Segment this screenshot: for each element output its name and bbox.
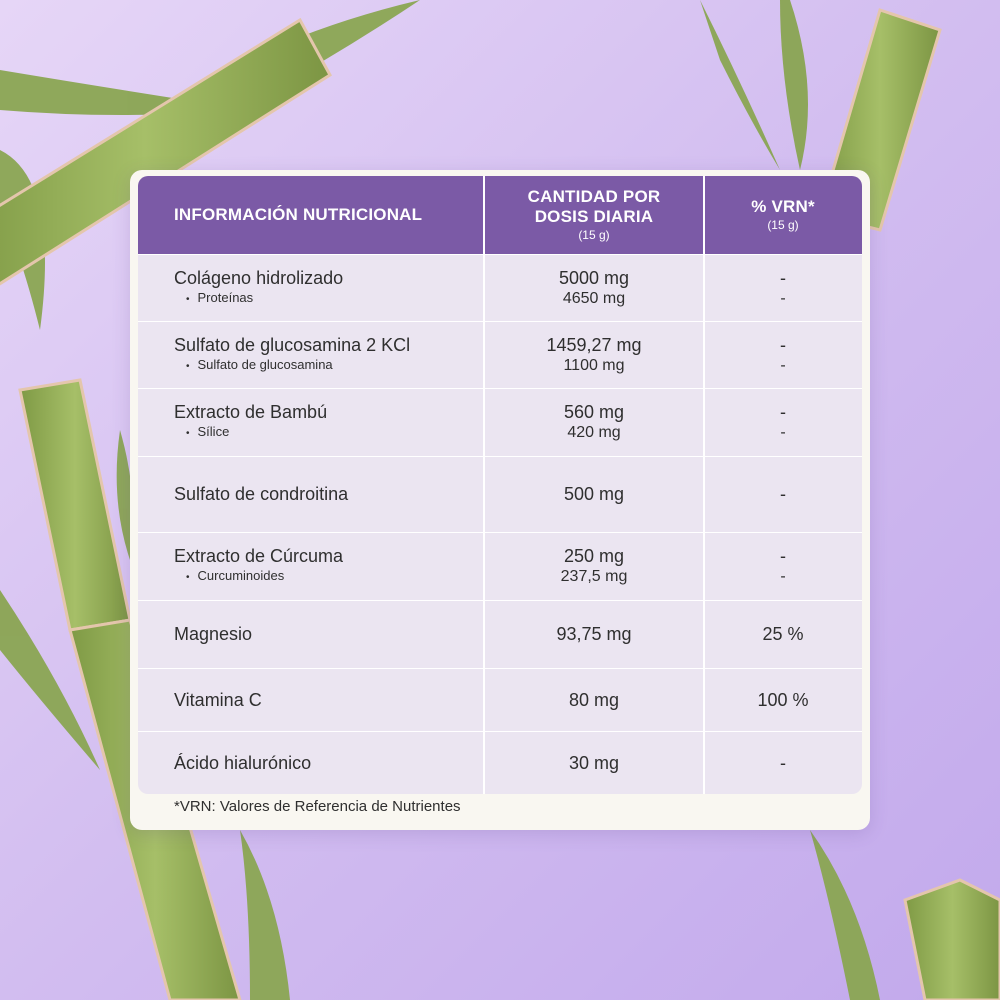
nutrient-name: Magnesio (174, 624, 253, 644)
vrn-value: 100 % (757, 689, 809, 710)
amount-cell: 1459,27 mg 1100 mg (484, 322, 704, 388)
sub-amount-value: 4650 mg (562, 289, 626, 307)
header-vrn: % VRN* (15 g) (704, 176, 862, 254)
vrn-value: - (780, 402, 786, 422)
nutrient-subname: Curcuminoides (174, 567, 484, 587)
nutrient-name: Colágeno hidrolizado (174, 267, 344, 288)
sub-vrn-value: - (780, 424, 786, 441)
vrn-cell: - (704, 732, 862, 794)
vrn-value: - (780, 267, 786, 288)
header-divider (703, 176, 705, 254)
nutrient-name: Extracto de Cúrcuma (174, 546, 344, 566)
header-divider (483, 176, 485, 254)
header-col3-sub: (15 g) (767, 218, 799, 232)
amount-value: 93,75 mg (556, 624, 632, 644)
amount-value: 250 mg (563, 546, 625, 566)
vrn-cell: - - (704, 322, 862, 388)
table-header: INFORMACIÓN NUTRICIONAL CANTIDAD POR DOS… (138, 176, 862, 254)
vrn-value: - (780, 546, 786, 566)
column-divider (703, 254, 705, 794)
vrn-value: - (780, 484, 786, 504)
column-divider (483, 254, 485, 794)
nutrient-name: Vitamina C (174, 689, 262, 710)
header-amount: CANTIDAD POR DOSIS DIARIA (15 g) (484, 176, 704, 254)
nutrient-cell: Magnesio (138, 601, 484, 668)
amount-value: 5000 mg (558, 267, 630, 288)
nutrient-name: Sulfato de condroitina (174, 484, 349, 504)
nutrient-name: Sulfato de glucosamina 2 KCl (174, 334, 411, 355)
nutrient-cell: Sulfato de glucosamina 2 KCl Sulfato de … (138, 322, 484, 388)
table-row: Ácido hialurónico 30 mg - (138, 731, 862, 794)
header-nutrition-info: INFORMACIÓN NUTRICIONAL (138, 176, 484, 254)
vrn-value: 25 % (762, 624, 804, 644)
table-row: Sulfato de glucosamina 2 KCl Sulfato de … (138, 321, 862, 388)
amount-value: 560 mg (563, 402, 625, 422)
table-row: Vitamina C 80 mg 100 % (138, 668, 862, 731)
header-col1-title: INFORMACIÓN NUTRICIONAL (174, 205, 423, 224)
amount-cell: 80 mg (484, 669, 704, 731)
nutrient-cell: Sulfato de condroitina (138, 457, 484, 532)
table-row: Extracto de Cúrcuma Curcuminoides 250 mg… (138, 532, 862, 600)
nutrient-cell: Vitamina C (138, 669, 484, 731)
vrn-footnote: *VRN: Valores de Referencia de Nutriente… (174, 798, 461, 815)
table-body: Colágeno hidrolizado Proteínas 5000 mg 4… (138, 254, 862, 794)
nutrient-cell: Extracto de Cúrcuma Curcuminoides (138, 533, 484, 600)
sub-amount-value: 420 mg (567, 424, 621, 441)
header-col3-title: % VRN* (751, 197, 815, 216)
amount-cell: 560 mg 420 mg (484, 389, 704, 456)
vrn-value: - (780, 752, 786, 773)
nutrient-cell: Ácido hialurónico (138, 732, 484, 794)
nutrient-subname: Sílice (174, 423, 484, 443)
vrn-cell: - - (704, 533, 862, 600)
amount-cell: 250 mg 237,5 mg (484, 533, 704, 600)
table-row: Colágeno hidrolizado Proteínas 5000 mg 4… (138, 254, 862, 321)
table-row: Extracto de Bambú Sílice 560 mg 420 mg -… (138, 388, 862, 456)
nutrient-name: Extracto de Bambú (174, 402, 328, 422)
sub-vrn-value: - (780, 568, 786, 585)
amount-value: 80 mg (568, 689, 620, 710)
vrn-cell: 25 % (704, 601, 862, 668)
header-col2-line1: CANTIDAD POR (527, 187, 661, 206)
table-row: Magnesio 93,75 mg 25 % (138, 600, 862, 668)
amount-value: 30 mg (568, 752, 620, 773)
nutrient-subname: Proteínas (174, 289, 484, 309)
vrn-cell: 100 % (704, 669, 862, 731)
nutrition-card: INFORMACIÓN NUTRICIONAL CANTIDAD POR DOS… (130, 170, 870, 830)
header-col2-line2: DOSIS DIARIA (534, 207, 654, 226)
nutrition-table: INFORMACIÓN NUTRICIONAL CANTIDAD POR DOS… (138, 176, 862, 794)
vrn-cell: - - (704, 255, 862, 321)
amount-cell: 5000 mg 4650 mg (484, 255, 704, 321)
sub-amount-value: 1100 mg (563, 356, 625, 374)
header-col2-sub: (15 g) (578, 228, 610, 242)
amount-value: 1459,27 mg (546, 334, 642, 355)
vrn-cell: - - (704, 389, 862, 456)
nutrient-name: Ácido hialurónico (174, 752, 312, 773)
table-row: Sulfato de condroitina 500 mg - (138, 456, 862, 532)
sub-vrn-value: - (780, 289, 786, 307)
vrn-cell: - (704, 457, 862, 532)
vrn-value: - (780, 334, 786, 355)
amount-value: 500 mg (563, 484, 625, 504)
sub-amount-value: 237,5 mg (560, 568, 628, 585)
amount-cell: 93,75 mg (484, 601, 704, 668)
sub-vrn-value: - (780, 356, 786, 374)
nutrient-cell: Colágeno hidrolizado Proteínas (138, 255, 484, 321)
nutrient-subname: Sulfato de glucosamina (174, 356, 484, 376)
amount-cell: 500 mg (484, 457, 704, 532)
amount-cell: 30 mg (484, 732, 704, 794)
nutrient-cell: Extracto de Bambú Sílice (138, 389, 484, 456)
